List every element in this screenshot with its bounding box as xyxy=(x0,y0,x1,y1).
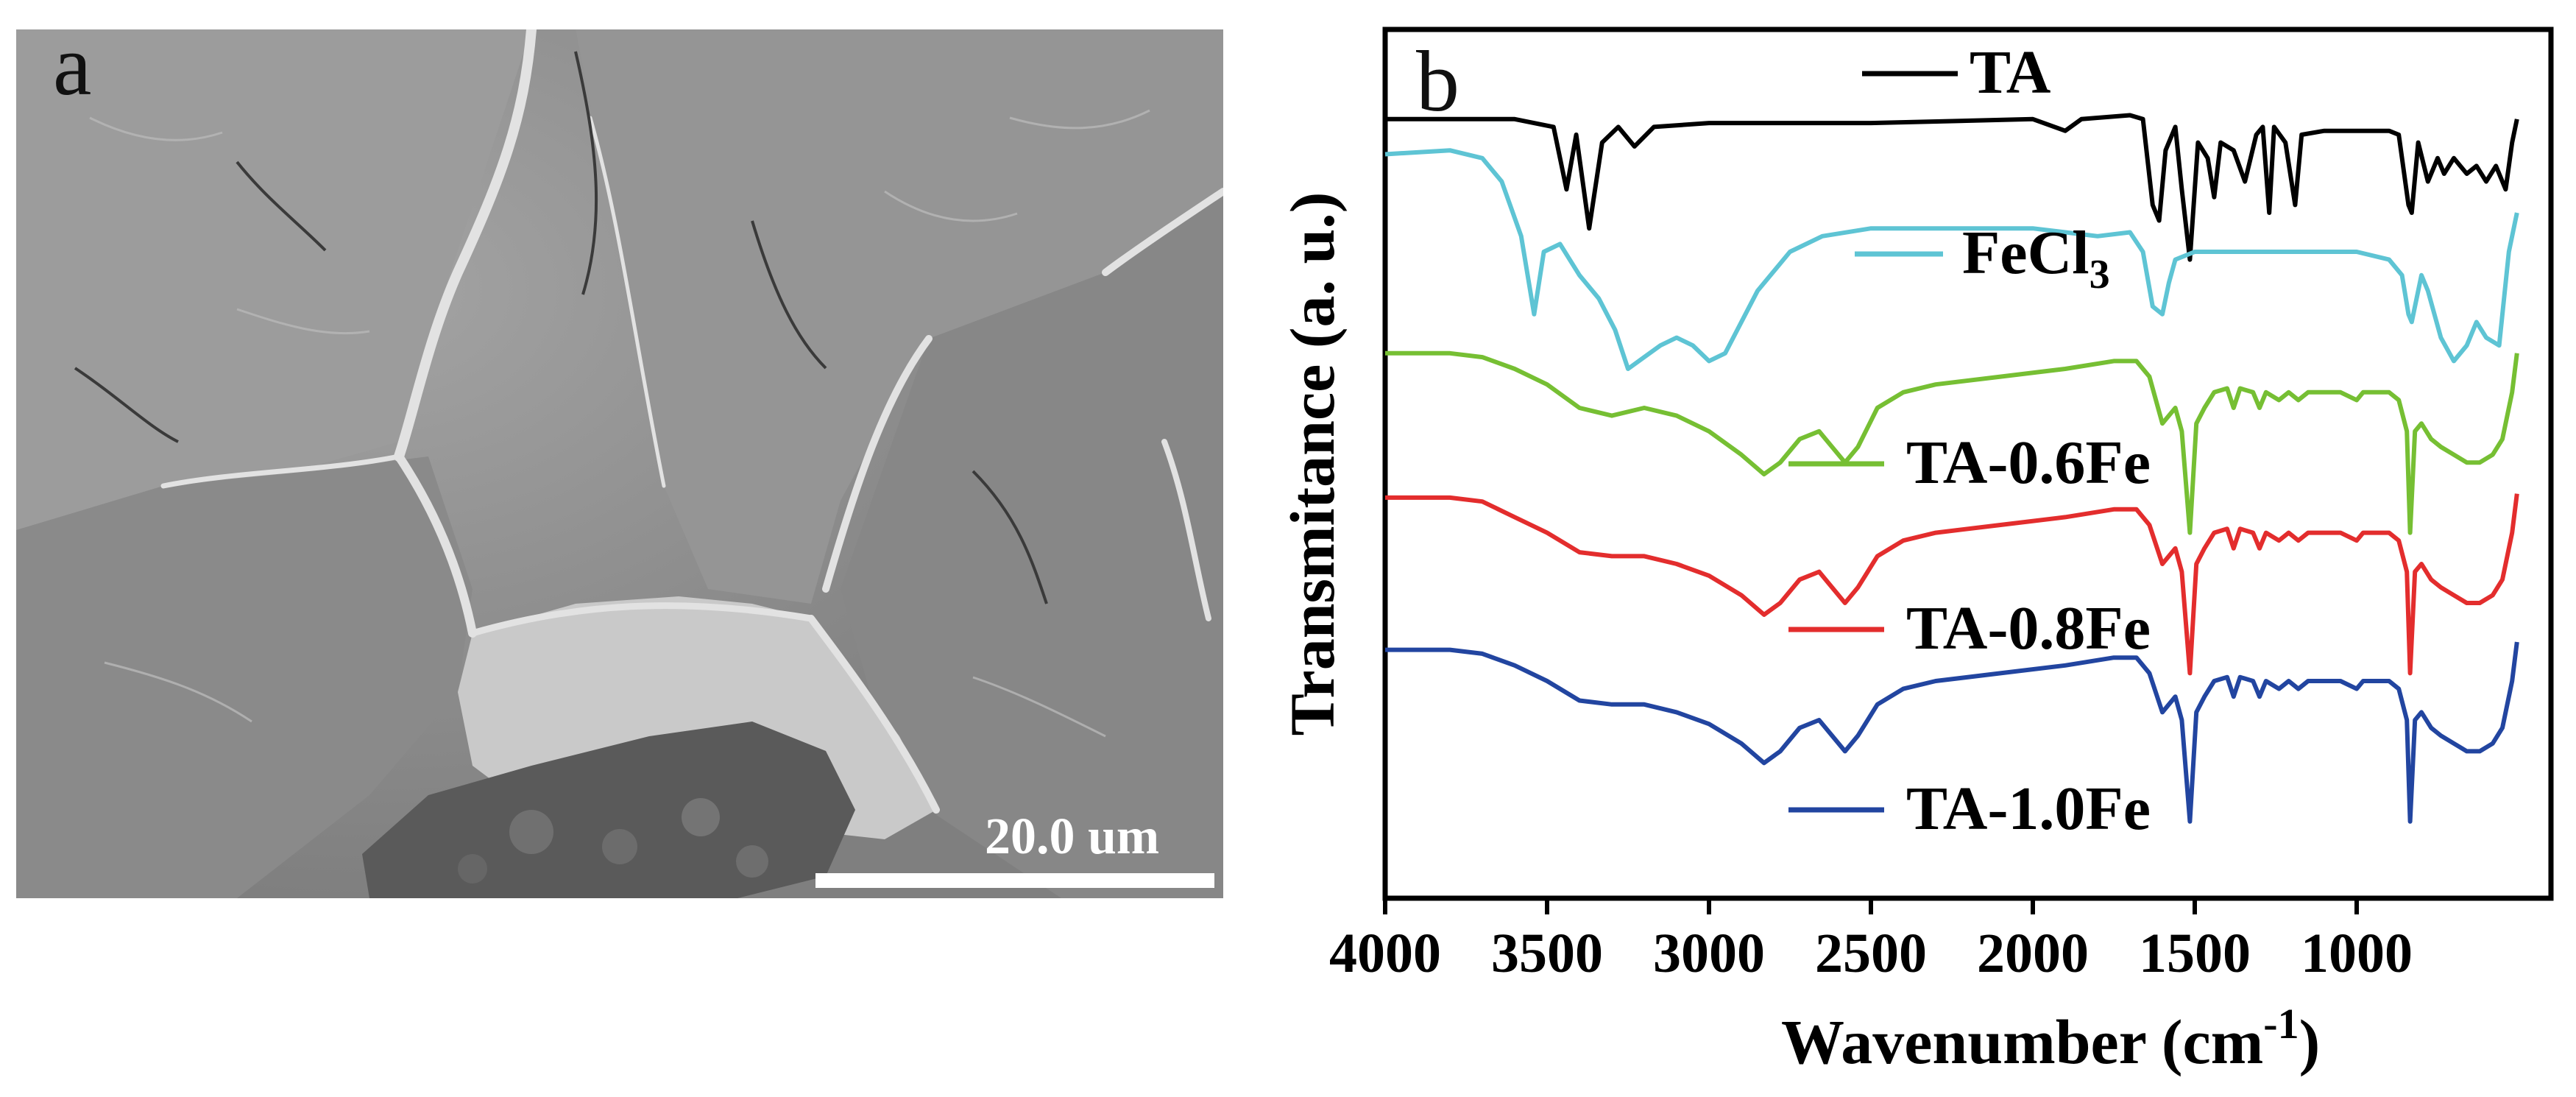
panel-a-letter: a xyxy=(53,17,92,113)
x-tick-label-1000: 1000 xyxy=(2301,923,2413,984)
x-tick-label-4000: 4000 xyxy=(1329,923,1441,984)
x-tick-label-3500: 3500 xyxy=(1491,923,1603,984)
series-line-ta-0-6fe xyxy=(1385,350,2519,535)
scale-bar xyxy=(815,873,1214,888)
x-axis-ticks xyxy=(1383,898,2359,914)
plot-frame xyxy=(1382,27,2554,901)
series-line-ta xyxy=(1385,113,2519,262)
scale-bar-label: 20.0 um xyxy=(985,808,1160,865)
series-curves xyxy=(1384,113,2519,824)
y-axis-title: Transmitance (a. u.) xyxy=(1277,192,1348,736)
x-tick-label-3000: 3000 xyxy=(1653,923,1765,984)
legend-label-ta-0-6fe: TA-0.6Fe xyxy=(1906,428,2151,497)
series-line-ta-0-8fe xyxy=(1385,493,2519,676)
legend-label-ta: TA xyxy=(1970,38,2051,107)
series-line-ta-1-0fe xyxy=(1385,641,2519,824)
sem-texture xyxy=(16,29,1223,898)
x-tick-label-1500: 1500 xyxy=(2139,923,2251,984)
x-tick-label-2000: 2000 xyxy=(1977,923,2089,984)
legend-label-ta-0-8fe: TA-0.8Fe xyxy=(1906,594,2151,663)
panel-b-letter: b xyxy=(1416,33,1459,130)
series-line-fecl3 xyxy=(1384,148,2519,371)
x-axis-tick-labels: 4000 3500 3000 2500 2000 1500 1000 xyxy=(1329,923,2413,984)
legend-label-ta-1-0fe: TA-1.0Fe xyxy=(1906,775,2151,843)
sem-image xyxy=(16,29,1223,898)
x-axis-title: Wavenumber (cm-1) xyxy=(1781,1000,2320,1077)
legend: TA FeCl3 TA-0.6Fe TA-0.8Fe TA-1.0Fe xyxy=(1788,38,2151,843)
legend-label-fecl3: FeCl3 xyxy=(1962,219,2110,297)
x-tick-label-2500: 2500 xyxy=(1815,923,1927,984)
